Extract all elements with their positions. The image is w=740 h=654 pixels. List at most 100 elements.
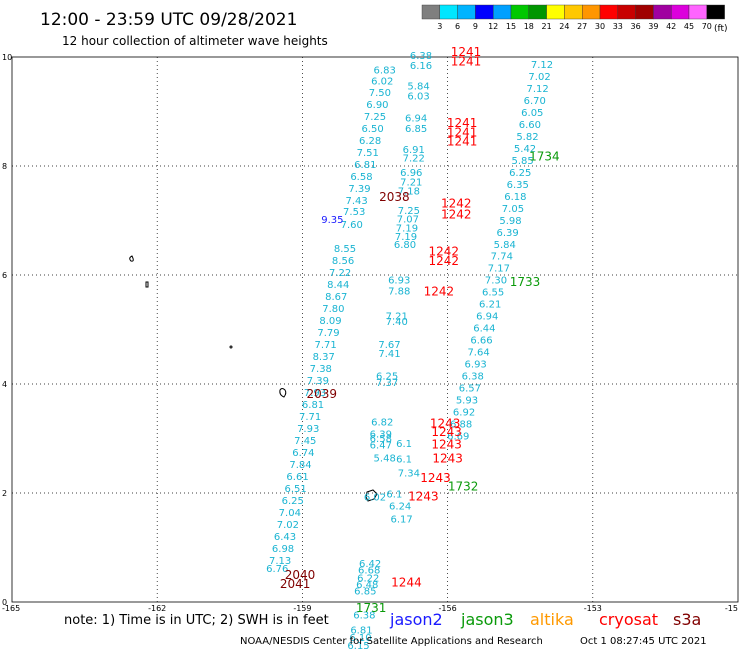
legend-entry-altika: altika	[530, 610, 574, 629]
colorbar-tick-label: 15	[506, 22, 516, 31]
swh-value: 6.94	[476, 312, 498, 323]
colorbar-swatch	[493, 5, 511, 19]
colorbar-tick-label: 36	[631, 22, 641, 31]
colorbar-unit: (ft)	[714, 24, 728, 34]
colorbar-tick-label: 3	[437, 22, 442, 31]
colorbar-tick-label: 39	[648, 22, 658, 31]
swh-value: 6.82	[371, 417, 393, 428]
swh-value: 6.70	[524, 96, 546, 107]
legend-entry-s3a: s3a	[673, 610, 701, 629]
swh-value: 6.43	[274, 532, 296, 543]
swh-value: 6.57	[459, 384, 481, 395]
pass-time-label: 1242	[424, 285, 455, 299]
swh-value: 6.55	[482, 288, 504, 299]
pass-time-label: 1243	[432, 451, 463, 465]
colorbar-tick-label: 18	[524, 22, 534, 31]
swh-value: 8.37	[313, 352, 335, 363]
swh-value: 6.85	[354, 586, 376, 597]
swh-value: 7.51	[357, 148, 379, 159]
swh-value: 6.81	[302, 400, 324, 411]
footer-timestamp: Oct 1 08:27:45 UTC 2021	[580, 636, 707, 647]
swh-value: 6.25	[509, 168, 531, 179]
swh-value: 7.79	[317, 328, 339, 339]
swh-value: 8.09	[319, 316, 341, 327]
colorbar-swatch	[653, 5, 671, 19]
swh-value: 6.83	[374, 65, 396, 76]
swh-value: 7.74	[491, 252, 513, 263]
pass-time-label: 1242	[428, 254, 459, 268]
colorbar-tick-label: 45	[684, 22, 694, 31]
legend-entry-cryosat: cryosat	[599, 610, 658, 629]
colorbar-tick-label: 12	[488, 22, 498, 31]
swh-value: 5.84	[494, 240, 516, 251]
swh-value: 6.51	[284, 484, 306, 495]
island-outline	[230, 346, 232, 348]
swh-value: 7.45	[294, 436, 316, 447]
island-outline	[146, 282, 148, 287]
x-tick-label: -159	[293, 604, 311, 613]
swh-value: 6.1	[396, 439, 412, 450]
island-outline	[130, 256, 134, 261]
colorbar-swatch	[636, 5, 654, 19]
swh-value: 8.44	[327, 280, 349, 291]
y-tick-label: 8	[2, 162, 7, 171]
swh-value: 7.02	[528, 72, 550, 83]
swh-value: 7.17	[488, 264, 510, 275]
swh-value: 7.84	[289, 460, 311, 471]
swh-value: 5.82	[516, 132, 538, 143]
swh-value: 6.17	[390, 514, 412, 525]
legend-entry-jason3: jason3	[460, 610, 514, 629]
colorbar-swatch	[529, 5, 547, 19]
pass-time-label: 1244	[391, 576, 422, 590]
colorbar-tick-label: 70	[702, 22, 712, 31]
swh-value: 6.1	[396, 454, 412, 465]
pass-time-label: 1731	[356, 601, 387, 615]
colorbar-tick-label: 27	[577, 22, 587, 31]
swh-value: 7.53	[343, 207, 365, 218]
pass-time-label: 2038	[379, 190, 410, 204]
colorbar-tick-label: 42	[666, 22, 676, 31]
colorbar-swatch	[440, 5, 458, 19]
colorbar-tick-label: 30	[595, 22, 605, 31]
colorbar-swatch	[582, 5, 600, 19]
colorbar-swatch	[689, 5, 707, 19]
chart-title: 12:00 - 23:59 UTC 09/28/2021	[40, 10, 297, 30]
swh-value: 7.30	[485, 276, 507, 287]
swh-value: 6.28	[359, 136, 381, 147]
pass-time-label: 2041	[280, 577, 311, 591]
pass-time-label: 1734	[529, 150, 560, 164]
swh-value: 6.38	[462, 372, 484, 383]
swh-value: 6.16	[410, 61, 432, 72]
colorbar-swatch	[671, 5, 689, 19]
pass-time-label: 1242	[441, 207, 472, 221]
swh-value: 7.43	[345, 196, 367, 207]
colorbar-swatch	[422, 5, 440, 19]
swh-value: 7.71	[314, 340, 336, 351]
swh-value: 6.02	[371, 76, 393, 87]
swh-value: 6.58	[350, 172, 372, 183]
y-tick-label: 4	[2, 380, 7, 389]
pass-time-label: 1241	[451, 55, 482, 69]
swh-value: 7.05	[502, 204, 524, 215]
colorbar-swatch	[600, 5, 618, 19]
pass-time-label: 1241	[447, 134, 478, 148]
colorbar-tick-label: 9	[473, 22, 478, 31]
swh-value: 7.12	[531, 60, 553, 71]
swh-value: 7.22	[329, 268, 351, 279]
y-tick-label: 6	[2, 271, 7, 280]
swh-value-labels: 6.836.027.506.907.256.506.287.516.816.58…	[266, 51, 553, 650]
other-satellite-values: 9.35	[321, 215, 343, 226]
colorbar-tick-label: 21	[542, 22, 552, 31]
swh-value: 7.39	[348, 184, 370, 195]
swh-value: 6.81	[354, 160, 376, 171]
swh-value: 6.50	[361, 124, 383, 135]
swh-value: 7.88	[388, 287, 410, 298]
colorbar-swatch	[618, 5, 636, 19]
y-tick-label: 10	[2, 53, 12, 62]
swh-value: 6.90	[366, 100, 388, 111]
swh-value: 7.34	[398, 469, 420, 480]
island-outline	[280, 389, 286, 398]
